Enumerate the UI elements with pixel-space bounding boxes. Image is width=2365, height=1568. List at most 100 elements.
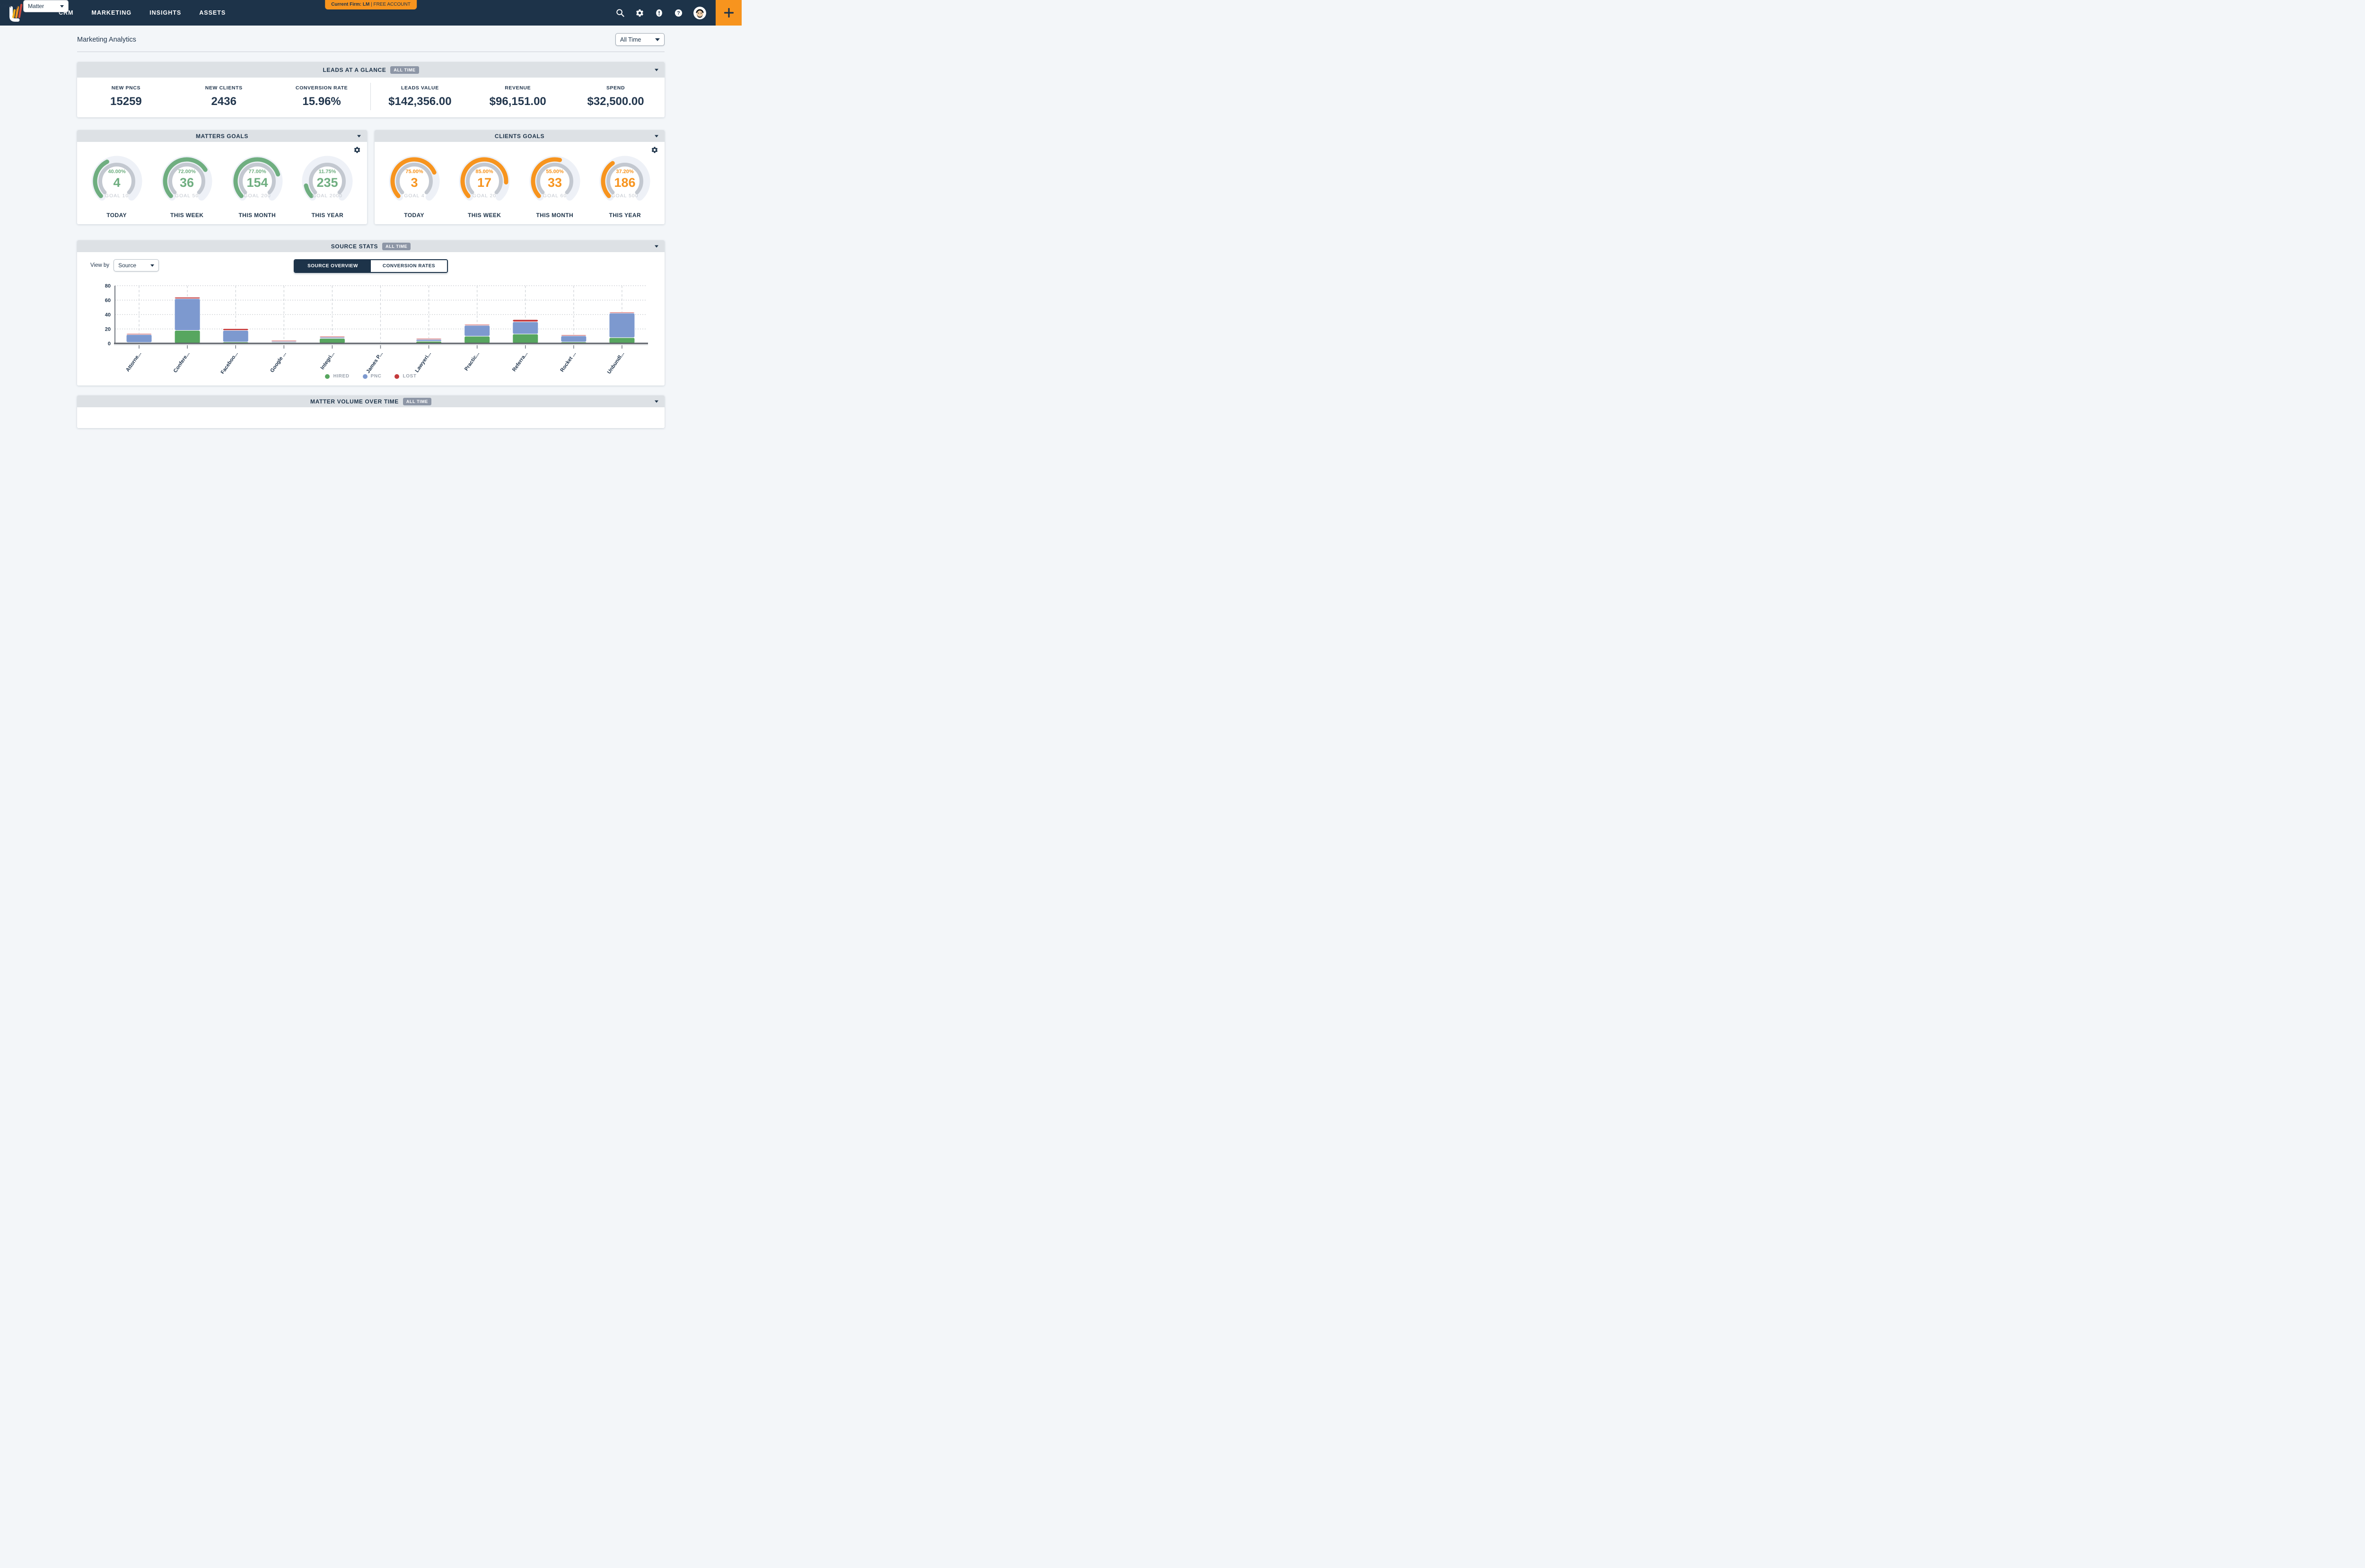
bar-segment-lost[interactable]	[271, 340, 297, 342]
bar-segment-pnc[interactable]	[464, 325, 491, 337]
stat-revenue: REVENUE $96,151.00	[469, 83, 567, 110]
stats-divider	[370, 83, 371, 110]
leads-panel-title: LEADS AT A GLANCE	[323, 66, 386, 73]
matter-view-by-dropdown[interactable]: Matter	[23, 0, 69, 12]
help-icon[interactable]: ?	[674, 9, 683, 18]
bar-segment-lost[interactable]	[416, 338, 442, 340]
legend-item-lost: LOST	[394, 374, 416, 379]
clients-collapse-caret-icon[interactable]	[655, 135, 658, 137]
svg-text:GOAL 2000: GOAL 2000	[312, 193, 342, 199]
chevron-down-icon	[655, 38, 660, 41]
bar-segment-pnc[interactable]	[126, 334, 152, 343]
svg-text:GOAL 4: GOAL 4	[404, 193, 425, 199]
leads-all-time-badge: ALL TIME	[390, 66, 419, 74]
matter-volume-panel: MATTER VOLUME OVER TIME ALL TIME View by…	[0, 0, 665, 428]
legend-label: HIRED	[333, 374, 350, 379]
user-avatar[interactable]	[693, 6, 706, 19]
svg-text:36: 36	[180, 175, 194, 190]
matters-goals-body: 40.00% 4 GOAL 10 TODAY 72.00% 36 GOAL 50 THIS W…	[77, 142, 367, 224]
matters-gauges-row: 40.00% 4 GOAL 10 TODAY 72.00% 36 GOAL 50 THIS W…	[80, 153, 364, 219]
menu-item-insights[interactable]: INSIGHTS	[149, 9, 182, 16]
x-axis-label: Integri...	[319, 351, 335, 371]
chevron-down-icon	[150, 264, 155, 267]
gear-icon[interactable]	[635, 9, 644, 18]
current-firm-badge: Current Firm: LM | FREE ACCOUNT	[325, 0, 417, 9]
navbar-actions: ?	[616, 6, 706, 19]
tab-source-overview[interactable]: SOURCE OVERVIEW	[295, 260, 371, 272]
tab-conversion-rates[interactable]: CONVERSION RATES	[371, 260, 447, 272]
x-axis-label: Lawyeri...	[414, 351, 432, 374]
current-firm-name: Current Firm: LM	[331, 2, 370, 7]
svg-text:75.00%: 75.00%	[405, 169, 423, 175]
bar-segment-lost[interactable]	[222, 328, 249, 331]
x-axis-label: Google ...	[269, 351, 288, 374]
clients-goals-title: CLIENTS GOALS	[494, 132, 545, 140]
bar-segment-hired[interactable]	[464, 336, 491, 344]
bar-segment-lost[interactable]	[609, 312, 635, 314]
menu-item-marketing[interactable]: MARKETING	[91, 9, 132, 16]
goal-gauge-this-year: 11.75% 235 GOAL 2000 THIS YEAR	[294, 153, 361, 219]
goal-gauge-this-year: 37.20% 186 GOAL 500 THIS YEAR	[591, 153, 658, 219]
leads-collapse-caret-icon[interactable]	[655, 69, 658, 71]
bar-segment-hired[interactable]	[512, 333, 539, 344]
bar-segment-lost[interactable]	[319, 336, 345, 338]
stat-label: NEW PNCS	[111, 85, 141, 91]
bar-segment-lost[interactable]	[174, 297, 201, 299]
bar-segment-hired[interactable]	[319, 338, 345, 344]
page-header: Marketing Analytics All Time	[77, 26, 665, 52]
bar-segment-pnc[interactable]	[222, 330, 249, 342]
gauge-period-label: THIS MONTH	[238, 212, 276, 219]
svg-text:17: 17	[477, 175, 491, 190]
matters-settings-gear-icon[interactable]	[353, 146, 361, 154]
svg-text:55.00%: 55.00%	[546, 169, 564, 175]
global-time-filter-dropdown[interactable]: All Time	[615, 33, 665, 46]
goal-gauge-today: 40.00% 4 GOAL 10 TODAY	[83, 153, 150, 219]
matter-view-by: View by Matter	[0, 0, 69, 12]
bar-segment-lost[interactable]	[464, 324, 491, 326]
matter-volume-title: MATTER VOLUME OVER TIME	[310, 398, 399, 405]
matter-volume-body: View by Matter	[0, 0, 665, 428]
add-new-button[interactable]	[716, 0, 742, 26]
gauge-period-label: THIS MONTH	[536, 212, 574, 219]
bar-segment-pnc[interactable]	[416, 339, 442, 342]
stat-label: CONVERSION RATE	[295, 85, 348, 91]
search-icon[interactable]	[616, 9, 625, 18]
time-filter-value: All Time	[620, 36, 641, 43]
bar-segment-hired[interactable]	[609, 337, 635, 344]
stat-new-pncs: NEW PNCS 15259	[77, 83, 175, 110]
svg-text:11.75%: 11.75%	[319, 169, 336, 175]
legend-dot	[362, 374, 368, 379]
view-by-label: View by	[90, 263, 110, 268]
svg-text:20: 20	[105, 327, 111, 333]
bar-segment-pnc[interactable]	[512, 321, 539, 334]
lawmatics-logo-icon[interactable]	[6, 2, 27, 24]
goal-gauge-today: 75.00% 3 GOAL 4 TODAY	[381, 153, 448, 219]
firm-badge-divider: |	[371, 2, 372, 7]
source-collapse-caret-icon[interactable]	[655, 245, 658, 247]
svg-text:GOAL 200: GOAL 200	[244, 193, 271, 199]
svg-text:80: 80	[105, 283, 111, 289]
stat-value: $142,356.00	[388, 95, 452, 108]
clients-goals-body: 75.00% 3 GOAL 4 TODAY 85.00% 17 GOAL 20 THIS WE…	[375, 142, 665, 224]
menu-item-assets[interactable]: ASSETS	[199, 9, 226, 16]
bar-segment-pnc[interactable]	[174, 298, 201, 331]
matter-collapse-caret-icon[interactable]	[655, 400, 658, 403]
svg-text:3: 3	[411, 175, 418, 190]
bar-segment-lost[interactable]	[512, 319, 539, 322]
stat-conversion-rate: CONVERSION RATE 15.96%	[273, 83, 371, 110]
clients-settings-gear-icon[interactable]	[651, 146, 658, 154]
bar-segment-pnc[interactable]	[609, 313, 635, 338]
legend-label: LOST	[403, 374, 417, 379]
bar-segment-lost[interactable]	[126, 333, 152, 335]
matters-goals-panel: MATTERS GOALS 40.00% 4 GOAL 10 TODAY 72.00% 3…	[77, 130, 367, 224]
bar-segment-pnc[interactable]	[561, 335, 587, 342]
x-axis-label: Faceboo...	[220, 351, 239, 374]
gauge-period-label: TODAY	[106, 212, 127, 219]
svg-text:GOAL 60: GOAL 60	[543, 193, 567, 199]
bar-segment-lost[interactable]	[561, 334, 587, 336]
matters-collapse-caret-icon[interactable]	[357, 135, 361, 137]
bar-segment-hired[interactable]	[174, 330, 201, 344]
svg-text:4: 4	[113, 175, 120, 190]
alerts-icon[interactable]	[655, 9, 664, 18]
source-view-by-dropdown[interactable]: Source	[114, 259, 159, 272]
